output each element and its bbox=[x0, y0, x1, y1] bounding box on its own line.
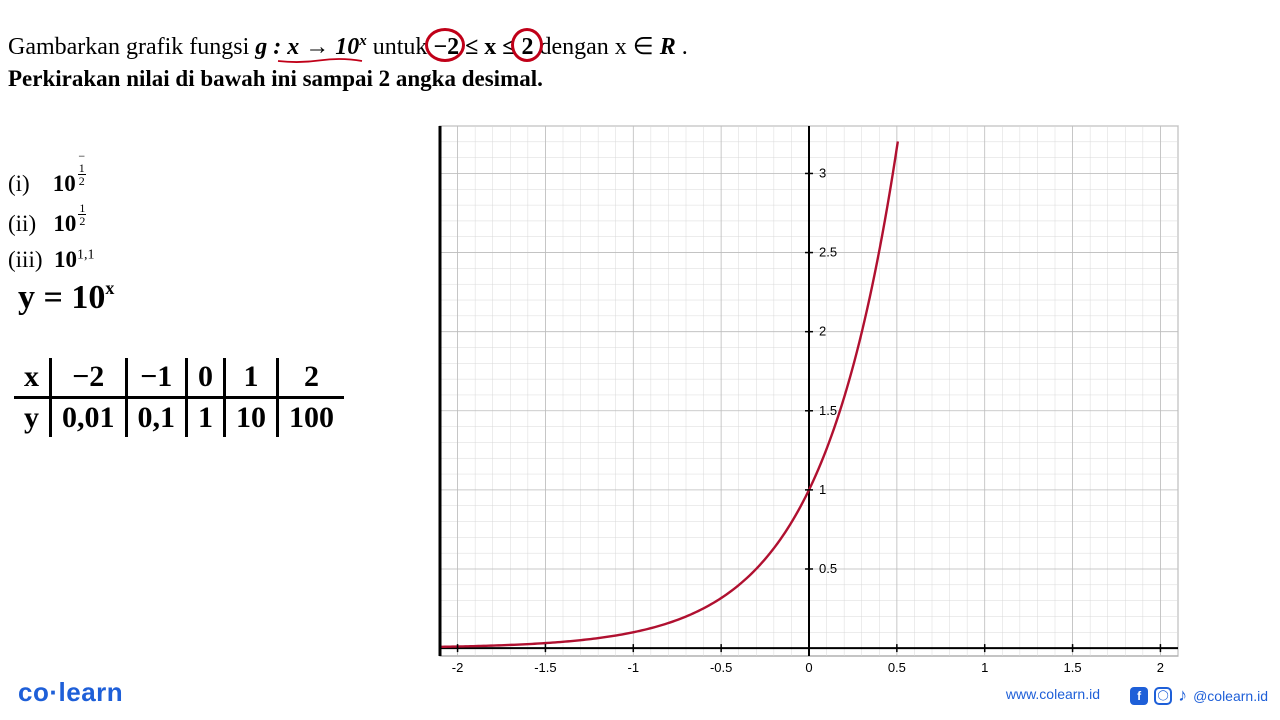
text-part: Gambarkan grafik fungsi bbox=[8, 34, 255, 60]
footer: co·learn www.colearn.id f ◯ ♪ @colearn.i… bbox=[0, 678, 1280, 708]
website-link[interactable]: www.colearn.id bbox=[1006, 686, 1100, 702]
svg-text:2.5: 2.5 bbox=[819, 245, 837, 260]
svg-text:-0.5: -0.5 bbox=[710, 660, 732, 675]
left-bound: −2 bbox=[433, 34, 459, 61]
brand-logo: co·learn bbox=[18, 677, 123, 708]
handwritten-table: x −2 −1 0 1 2 y 0,01 0,1 1 10 100 bbox=[14, 358, 344, 437]
chart-svg: -2 -1.5 -1 -0.5 0 0.5 1 1.5 2 0.5 1 1.5 2 2.5 3 bbox=[438, 124, 1180, 678]
function-def: g : x → 10x bbox=[255, 34, 373, 60]
text-part: ≤ x ≤ bbox=[465, 34, 521, 60]
table-row: y 0,01 0,1 1 10 100 bbox=[14, 398, 344, 438]
table-row: x −2 −1 0 1 2 bbox=[14, 358, 344, 398]
facebook-icon[interactable]: f bbox=[1130, 687, 1148, 705]
items-list: (i) 10 −12 (ii) 10 12 (iii) 101,1 bbox=[8, 150, 95, 278]
text-part: untuk bbox=[373, 34, 434, 60]
item-i: (i) 10 −12 bbox=[8, 150, 95, 200]
social-handle[interactable]: @colearn.id bbox=[1193, 688, 1268, 704]
svg-text:-1.5: -1.5 bbox=[534, 660, 556, 675]
text-part: dengan x ∈ bbox=[539, 34, 659, 60]
right-bound: 2 bbox=[521, 34, 533, 61]
svg-text:0.5: 0.5 bbox=[819, 561, 837, 576]
svg-text:1: 1 bbox=[819, 482, 826, 497]
social-links: f ◯ ♪ @colearn.id bbox=[1130, 685, 1268, 706]
svg-text:2: 2 bbox=[1157, 660, 1164, 675]
exponential-chart: -2 -1.5 -1 -0.5 0 0.5 1 1.5 2 0.5 1 1.5 2 2.5 3 bbox=[438, 124, 1180, 678]
page-root: Gambarkan grafik fungsi g : x → 10x untu… bbox=[0, 0, 1280, 720]
set-R: R bbox=[660, 34, 676, 60]
underline-annotation-icon bbox=[250, 58, 390, 64]
svg-text:1.5: 1.5 bbox=[819, 403, 837, 418]
problem-line1: Gambarkan grafik fungsi g : x → 10x untu… bbox=[8, 32, 688, 61]
xy-table: x −2 −1 0 1 2 y 0,01 0,1 1 10 100 bbox=[14, 358, 344, 437]
svg-text:3: 3 bbox=[819, 165, 826, 180]
svg-text:1: 1 bbox=[981, 660, 988, 675]
svg-text:1.5: 1.5 bbox=[1064, 660, 1082, 675]
svg-text:-2: -2 bbox=[452, 660, 464, 675]
item-iii: (iii) 101,1 bbox=[8, 243, 95, 276]
text-part: . bbox=[682, 34, 688, 60]
svg-text:0: 0 bbox=[805, 660, 812, 675]
svg-text:0.5: 0.5 bbox=[888, 660, 906, 675]
tiktok-icon[interactable]: ♪ bbox=[1178, 685, 1187, 706]
item-ii: (ii) 10 12 bbox=[8, 202, 95, 240]
handwritten-equation: y = 10x bbox=[18, 278, 114, 317]
problem-line2: Perkirakan nilai di bawah ini sampai 2 a… bbox=[8, 66, 543, 92]
svg-text:2: 2 bbox=[819, 324, 826, 339]
svg-text:-1: -1 bbox=[628, 660, 640, 675]
instagram-icon[interactable]: ◯ bbox=[1154, 687, 1172, 705]
